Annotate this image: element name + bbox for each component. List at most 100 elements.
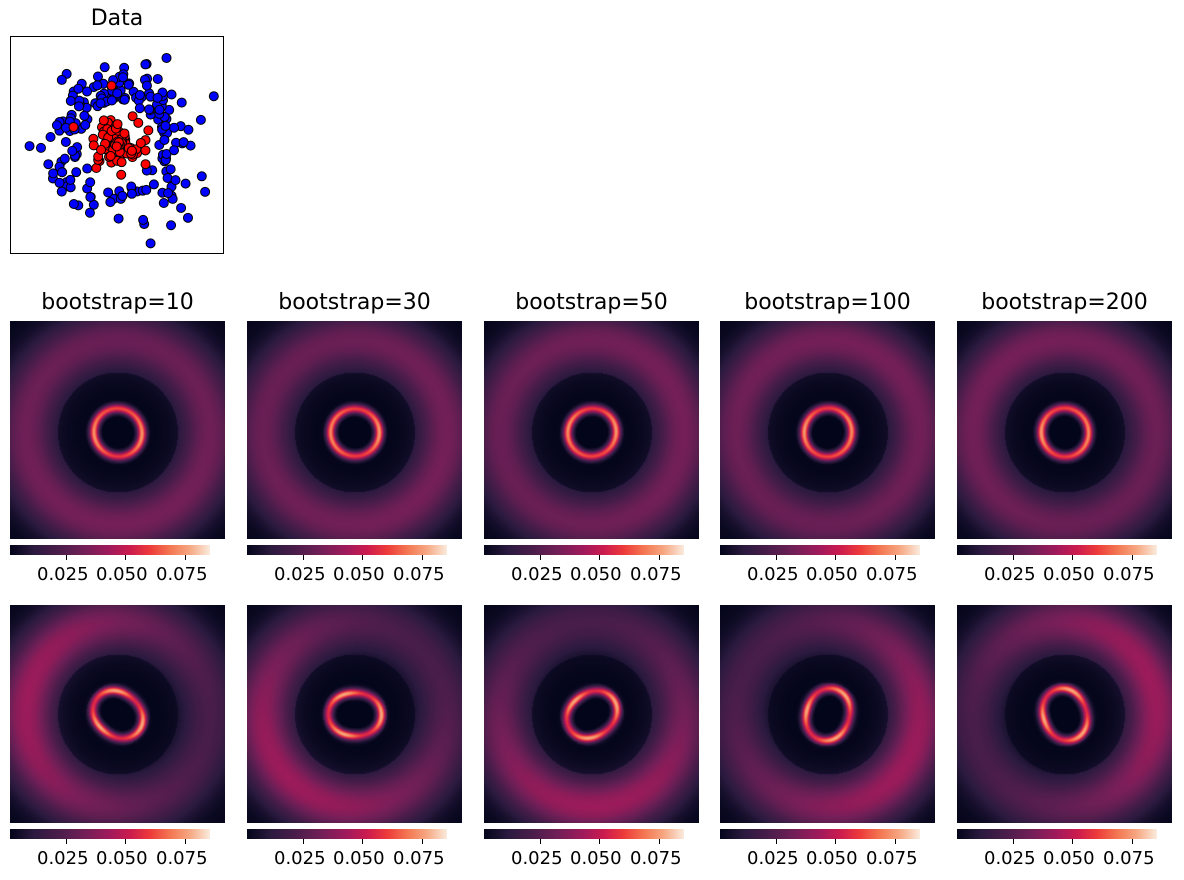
colorbar-tick-mark [1132,555,1133,560]
colorbar-tick-mark [422,555,423,560]
outer-point-140 [80,120,91,131]
colorbar-tick-mark [599,555,600,560]
outer-point-154 [65,174,76,185]
colorbar-tick-mark [125,555,126,560]
outer-point-149 [170,175,181,186]
heatmap-2-0 [10,605,225,823]
colorbar-tick-label: 0.025 [274,564,326,585]
outer-point-93 [99,62,110,73]
outer-point-62 [54,177,65,188]
colorbar-tick-mark [185,839,186,844]
outer-point-101 [119,94,130,105]
colorbar-tick-label: 0.075 [393,848,445,869]
outer-point-188 [208,91,219,102]
heatmap-title-3: bootstrap=100 [744,290,911,315]
colorbar-tick-mark [362,839,363,844]
outer-point-179 [95,98,106,109]
colorbar-tick-mark [1072,839,1073,844]
outer-point-173 [161,52,172,63]
outer-point-161 [134,103,145,114]
outer-point-150 [84,207,95,218]
outer-point-172 [165,164,176,175]
colorbar-tick-mark [776,839,777,844]
colorbar-tick-mark [66,839,67,844]
outer-point-98 [196,171,207,182]
outer-point-63 [71,167,82,178]
outer-point-117 [134,90,145,101]
outer-point-129 [166,220,177,231]
outer-point-164 [56,74,67,85]
colorbar-1-4 [957,545,1157,555]
outer-point-174 [154,104,165,115]
colorbar-tick-label: 0.050 [333,564,385,585]
outer-point-153 [59,153,70,164]
outer-point-138 [106,95,117,106]
outer-point-96 [145,238,156,249]
colorbar-1-0 [10,545,210,555]
outer-point-146 [112,88,123,99]
outer-point-34 [24,141,35,152]
inner-point-87 [116,157,127,168]
inner-point-94 [119,128,130,139]
inner-point-108 [96,144,107,155]
colorbar-tick-mark [1072,555,1073,560]
colorbar-tick-mark [540,839,541,844]
outer-point-185 [67,145,78,156]
outer-point-165 [73,101,84,112]
heatmap-title-1: bootstrap=30 [278,290,431,315]
outer-point-124 [65,95,76,106]
outer-point-109 [178,137,189,148]
outer-point-104 [35,142,46,153]
heatmap-title-0: bootstrap=10 [41,290,194,315]
outer-point-175 [105,197,116,208]
colorbar-1-2 [484,545,684,555]
heatmap-1-3 [720,321,935,539]
colorbar-1-1 [247,545,447,555]
colorbar-tick-mark [1013,839,1014,844]
outer-point-120 [144,104,155,115]
colorbar-tick-mark [895,839,896,844]
colorbar-2-4 [957,829,1157,839]
outer-point-76 [56,186,67,197]
heatmap-1-2 [484,321,699,539]
inner-point-93 [135,137,146,148]
colorbar-tick-mark [835,555,836,560]
heatmap-2-3 [720,605,935,823]
outer-point-177 [163,188,174,199]
outer-point-166 [141,184,152,195]
colorbar-tick-label: 0.025 [274,848,326,869]
colorbar-tick-label: 0.050 [1043,564,1095,585]
inner-point-39 [140,159,151,170]
outer-point-97 [158,197,169,208]
colorbar-tick-mark [362,555,363,560]
outer-point-87 [113,213,124,224]
heatmap-2-1 [247,605,462,823]
colorbar-tick-mark [422,839,423,844]
outer-point-187 [118,72,129,83]
outer-point-106 [182,212,193,223]
colorbar-tick-label: 0.025 [984,564,1036,585]
outer-point-95 [160,120,171,131]
heatmap-1-4 [957,321,1172,539]
colorbar-tick-label: 0.075 [630,564,682,585]
colorbar-tick-label: 0.025 [984,848,1036,869]
outer-point-28 [166,89,177,100]
inner-point-38 [91,163,102,174]
colorbar-tick-label: 0.075 [393,564,445,585]
inner-point-55 [98,115,109,126]
outer-point-186 [92,80,103,91]
outer-point-180 [51,120,62,131]
colorbar-tick-label: 0.075 [866,848,918,869]
colorbar-tick-mark [776,555,777,560]
colorbar-tick-label: 0.025 [747,564,799,585]
colorbar-tick-label: 0.025 [37,848,89,869]
data-title: Data [90,6,144,31]
outer-point-127 [85,192,96,203]
colorbar-tick-mark [835,839,836,844]
outer-point-169 [152,73,163,84]
outer-point-102 [140,59,151,70]
outer-point-26 [200,186,211,197]
outer-point-133 [79,110,90,121]
outer-point-152 [57,167,68,178]
outer-point-108 [82,163,93,174]
